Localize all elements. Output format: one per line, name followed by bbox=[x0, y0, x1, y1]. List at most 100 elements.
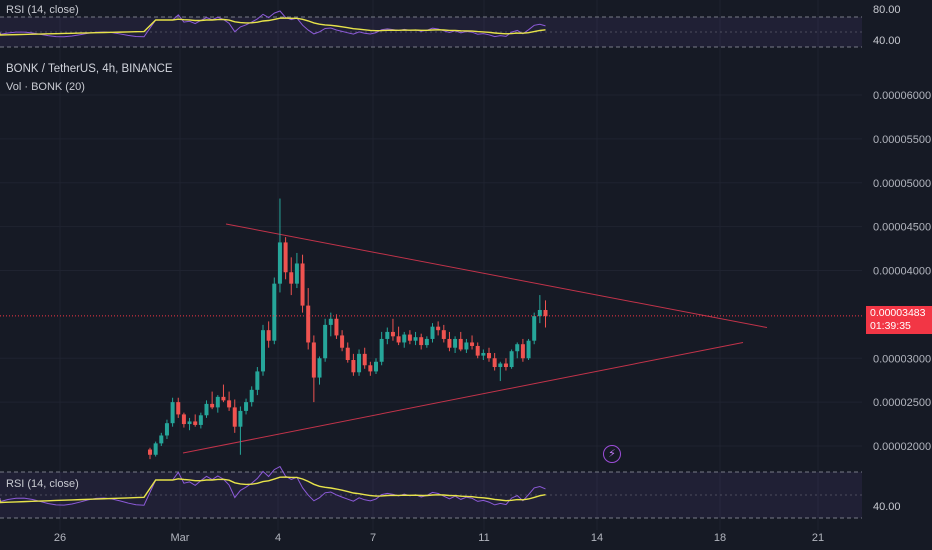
top-rsi-level-40: 40.00 bbox=[873, 35, 901, 47]
candle-body-48 bbox=[419, 337, 424, 346]
candle-body-59 bbox=[481, 352, 486, 356]
candle-body-6 bbox=[181, 414, 186, 425]
candle-body-37 bbox=[357, 353, 362, 373]
candle-body-15 bbox=[232, 407, 237, 427]
candle-body-70 bbox=[543, 309, 548, 317]
symbol-title[interactable]: BONK / TetherUS, 4h, BINANCE bbox=[6, 63, 173, 75]
candle-body-33 bbox=[334, 318, 339, 336]
top-rsi-level-80: 80.00 bbox=[873, 4, 901, 16]
candle-body-43 bbox=[390, 331, 395, 337]
candle-body-38 bbox=[362, 353, 367, 366]
candle-body-32 bbox=[328, 318, 333, 325]
candle-body-17 bbox=[244, 402, 249, 411]
candle-body-2 bbox=[159, 435, 164, 444]
candle-body-21 bbox=[266, 330, 271, 341]
candle-body-39 bbox=[368, 365, 373, 372]
price-tick-1: 0.00005500 bbox=[873, 134, 931, 146]
bottom-rsi-ma-line bbox=[0, 476, 546, 504]
top-rsi-ma-line bbox=[0, 17, 546, 36]
candle-body-23 bbox=[277, 242, 282, 284]
candle-body-65 bbox=[515, 344, 520, 352]
candle-body-28 bbox=[306, 305, 311, 343]
price-tick-3: 0.00004500 bbox=[873, 222, 931, 234]
volume-indicator-label[interactable]: Vol · BONK (20) bbox=[6, 81, 85, 93]
candle-body-47 bbox=[413, 337, 418, 341]
price-tick-7: 0.00002000 bbox=[873, 441, 931, 453]
candle-body-13 bbox=[221, 396, 226, 401]
candle-body-5 bbox=[176, 402, 181, 415]
candle-body-63 bbox=[503, 363, 508, 368]
time-tick-7: 21 bbox=[812, 532, 824, 544]
candle-body-46 bbox=[407, 334, 412, 341]
candle-body-56 bbox=[464, 342, 469, 350]
candle-body-41 bbox=[379, 338, 384, 362]
candle-body-60 bbox=[487, 352, 491, 359]
current-price-value: 0.00003483 bbox=[870, 307, 926, 319]
candle-body-45 bbox=[402, 334, 407, 343]
candle-body-22 bbox=[272, 283, 277, 341]
candle-body-25 bbox=[289, 272, 294, 284]
top-rsi-pane bbox=[0, 10, 862, 48]
candle-body-61 bbox=[492, 358, 497, 368]
time-tick-2: 4 bbox=[275, 532, 281, 544]
candle-body-4 bbox=[170, 402, 175, 424]
candle-body-66 bbox=[520, 344, 525, 359]
candle-body-10 bbox=[204, 403, 209, 416]
candle-body-27 bbox=[300, 263, 305, 306]
trendline-0 bbox=[182, 341, 744, 454]
candle-body-24 bbox=[283, 242, 288, 273]
price-tick-0: 0.00006000 bbox=[873, 90, 931, 102]
candle-body-67 bbox=[526, 340, 531, 359]
candle-body-64 bbox=[509, 351, 514, 368]
price-axis: 0.00006000 0.00005500 0.00005000 0.00004500… bbox=[873, 90, 931, 453]
candle-body-26 bbox=[294, 263, 299, 284]
candle-body-8 bbox=[193, 421, 198, 425]
time-tick-1: Mar bbox=[171, 532, 190, 544]
candle-body-11 bbox=[210, 403, 215, 408]
time-tick-4: 11 bbox=[478, 532, 489, 544]
candle-body-12 bbox=[215, 396, 220, 408]
time-tick-5: 14 bbox=[591, 532, 603, 544]
candle-body-9 bbox=[198, 415, 203, 425]
candle-body-52 bbox=[441, 330, 446, 339]
candle-body-14 bbox=[227, 400, 232, 408]
candle-body-49 bbox=[424, 338, 429, 346]
candle-body-35 bbox=[345, 347, 350, 361]
current-price-tag: 0.00003483 01:39:35 bbox=[866, 306, 932, 334]
candle-body-50 bbox=[430, 326, 435, 339]
candle-body-30 bbox=[317, 358, 322, 378]
bottom-rsi-pane bbox=[0, 465, 862, 519]
candle-body-68 bbox=[532, 316, 537, 341]
price-tick-4: 0.00004000 bbox=[873, 266, 931, 278]
candle-body-54 bbox=[453, 338, 458, 348]
candle-body-58 bbox=[475, 345, 480, 356]
candle-body-3 bbox=[164, 423, 169, 436]
candle-body-31 bbox=[323, 324, 328, 359]
price-tick-6: 0.00002500 bbox=[873, 397, 931, 409]
candle-body-51 bbox=[436, 326, 441, 331]
candle-body-42 bbox=[385, 331, 390, 339]
candle-body-7 bbox=[187, 421, 192, 425]
candle-body-16 bbox=[238, 410, 243, 427]
lightning-icon[interactable]: ⚡ bbox=[603, 445, 621, 463]
candle-body-19 bbox=[255, 371, 260, 390]
top-rsi-label[interactable]: RSI (14, close) bbox=[6, 4, 79, 16]
candle-body-20 bbox=[261, 330, 265, 372]
price-tick-5: 0.00003000 bbox=[873, 353, 931, 365]
trendline-1 bbox=[225, 223, 768, 329]
candle-body-40 bbox=[374, 361, 378, 372]
time-axis: 26 Mar 4 7 11 14 18 21 bbox=[54, 532, 824, 544]
candle-countdown: 01:39:35 bbox=[870, 320, 911, 332]
time-tick-6: 18 bbox=[714, 532, 726, 544]
candle-body-69 bbox=[537, 309, 542, 317]
candle-body-53 bbox=[447, 338, 452, 348]
candle-body-44 bbox=[396, 336, 401, 343]
candle-body-62 bbox=[498, 363, 503, 368]
bottom-rsi-level-40: 40.00 bbox=[873, 501, 901, 513]
time-tick-3: 7 bbox=[370, 532, 376, 544]
trendlines bbox=[182, 223, 768, 454]
price-tick-2: 0.00005000 bbox=[873, 178, 931, 190]
bottom-rsi-label[interactable]: RSI (14, close) bbox=[6, 478, 79, 490]
candle-body-57 bbox=[470, 342, 475, 346]
